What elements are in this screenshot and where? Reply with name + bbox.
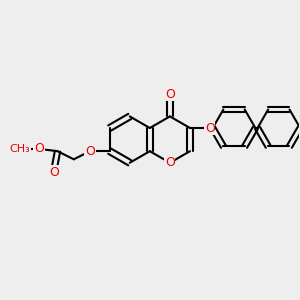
Text: O: O xyxy=(165,88,175,100)
Text: CH₃: CH₃ xyxy=(9,144,30,154)
Text: O: O xyxy=(34,142,44,155)
Text: O: O xyxy=(205,122,214,134)
Text: O: O xyxy=(49,166,59,178)
Text: O: O xyxy=(165,156,175,169)
Text: O: O xyxy=(85,145,95,158)
